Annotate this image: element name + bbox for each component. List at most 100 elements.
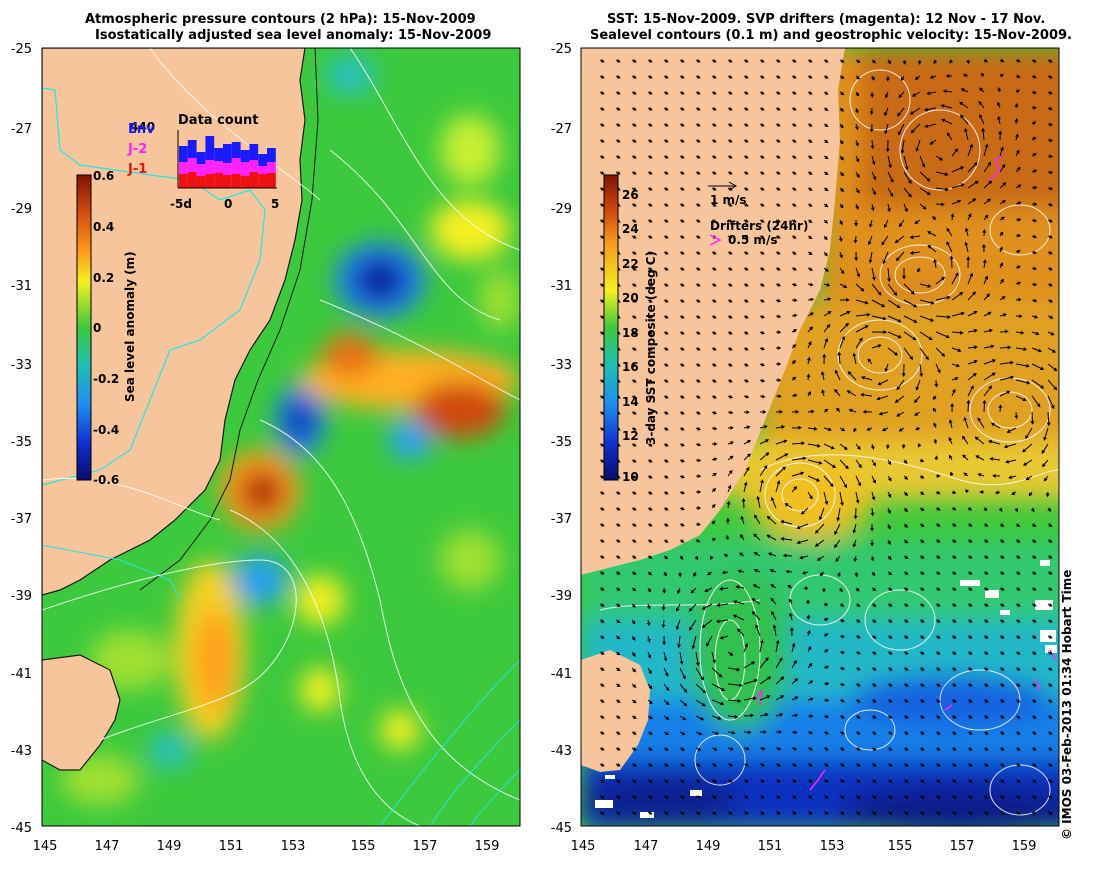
velocity-arrow	[951, 539, 957, 543]
velocity-arrow	[663, 699, 670, 706]
velocity-arrow	[647, 395, 653, 399]
velocity-arrow	[631, 427, 637, 431]
velocity-arrow	[967, 539, 973, 543]
velocity-arrow	[1031, 667, 1037, 671]
velocity-arrow	[647, 587, 652, 593]
velocity-arrow	[897, 107, 905, 117]
velocity-arrow	[951, 811, 957, 815]
velocity-arrow	[870, 443, 875, 450]
velocity-arrow	[823, 311, 832, 317]
velocity-arrow	[647, 603, 651, 610]
velocity-arrow	[999, 73, 1005, 78]
velocity-arrow	[823, 123, 829, 128]
inset-bar	[258, 154, 267, 166]
velocity-arrow	[919, 571, 925, 575]
lon-label: 147	[95, 839, 120, 854]
velocity-arrow	[839, 795, 845, 799]
velocity-arrow	[719, 586, 729, 591]
velocity-arrow	[982, 243, 986, 253]
velocity-arrow	[867, 358, 873, 365]
velocity-arrow	[1047, 90, 1053, 95]
velocity-arrow	[599, 747, 605, 751]
velocity-arrow	[631, 171, 637, 175]
velocity-arrow	[994, 490, 1001, 495]
velocity-arrow	[1015, 281, 1022, 286]
velocity-arrow	[647, 443, 653, 447]
velocity-arrow	[896, 411, 905, 417]
velocity-arrow	[759, 795, 765, 799]
velocity-arrow	[999, 278, 1005, 285]
lon-label: 149	[157, 839, 182, 854]
lon-label: 155	[888, 839, 913, 854]
velocity-arrow	[1031, 74, 1037, 79]
velocity-arrow	[951, 587, 957, 591]
velocity-arrow	[599, 651, 605, 655]
velocity-arrow	[791, 746, 798, 751]
velocity-arrow	[823, 235, 828, 241]
velocity-arrow	[647, 315, 653, 319]
velocity-arrow	[839, 666, 846, 671]
velocity-arrow	[775, 713, 784, 717]
velocity-arrow	[791, 409, 800, 414]
velocity-arrow	[800, 507, 809, 515]
velocity-arrow	[1047, 811, 1053, 815]
velocity-arrow	[695, 75, 701, 79]
inset-bar	[214, 161, 223, 173]
velocity-arrow	[806, 599, 810, 605]
inset-max-label: 440	[130, 120, 155, 134]
velocity-arrow	[695, 442, 702, 447]
velocity-arrow	[983, 58, 989, 63]
velocity-arrow	[876, 395, 889, 401]
lon-label: 159	[475, 839, 500, 854]
lat-label: -35	[551, 435, 572, 450]
velocity-arrow	[743, 746, 751, 751]
velocity-arrow	[679, 379, 685, 383]
velocity-arrow	[695, 347, 701, 351]
velocity-arrow	[615, 123, 621, 127]
velocity-arrow	[919, 555, 925, 559]
velocity-arrow	[823, 731, 830, 735]
velocity-arrow	[887, 603, 893, 607]
velocity-arrow	[839, 682, 846, 687]
velocity-arrow	[983, 651, 989, 655]
velocity-arrow	[647, 683, 653, 690]
velocity-arrow	[631, 763, 637, 767]
velocity-arrow	[924, 123, 937, 128]
velocity-arrow	[903, 523, 908, 528]
velocity-key: 1 m/s	[708, 181, 747, 207]
velocity-arrow	[647, 299, 653, 303]
velocity-arrow	[917, 443, 922, 448]
velocity-arrow	[839, 322, 849, 333]
velocity-arrow	[771, 610, 777, 621]
velocity-arrow	[855, 59, 861, 63]
velocity-arrow	[711, 651, 716, 664]
sst-tick: 22	[622, 257, 639, 271]
velocity-arrow	[951, 311, 965, 317]
lat-label: -45	[551, 821, 572, 836]
velocity-arrow	[999, 587, 1005, 591]
velocity-arrow	[599, 731, 605, 735]
velocity-arrow	[967, 555, 973, 559]
velocity-arrow	[823, 283, 831, 287]
velocity-arrow	[807, 203, 813, 207]
velocity-arrow	[790, 627, 794, 637]
velocity-arrow	[887, 571, 893, 576]
velocity-arrow	[834, 388, 841, 397]
velocity-arrow	[919, 603, 925, 607]
velocity-arrow	[737, 628, 745, 637]
velocity-arrow	[823, 139, 829, 144]
velocity-arrow	[983, 731, 989, 735]
velocity-arrow	[855, 171, 860, 178]
velocity-arrow	[1047, 219, 1053, 223]
velocity-arrow	[599, 811, 605, 815]
velocity-arrow	[887, 795, 893, 799]
velocity-arrow	[898, 427, 905, 432]
velocity-arrow	[663, 219, 669, 223]
inset-bar	[223, 163, 232, 175]
velocity-arrow	[631, 587, 637, 592]
velocity-arrow	[887, 619, 893, 623]
velocity-arrow	[759, 763, 766, 767]
velocity-arrow	[1015, 731, 1021, 735]
velocity-arrow	[694, 555, 699, 561]
velocity-arrow	[631, 747, 637, 751]
